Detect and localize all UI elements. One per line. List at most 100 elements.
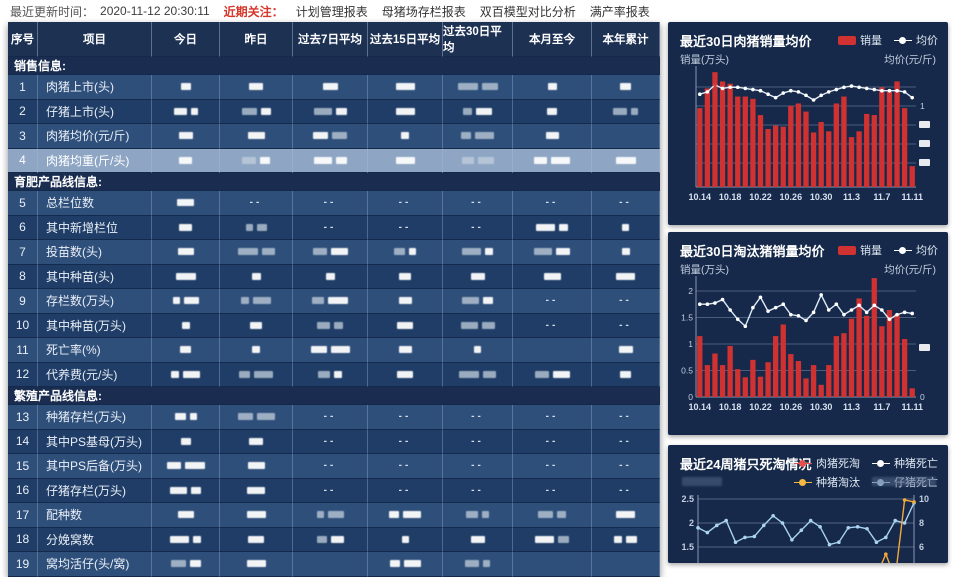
svg-text:10.14: 10.14 (689, 402, 712, 412)
redacted-value (394, 248, 405, 256)
svg-text:10: 10 (919, 494, 929, 504)
table-row-16[interactable]: 16 仔猪存栏(万头) -- -- -- -- -- (8, 478, 660, 503)
redacted-value (322, 83, 338, 91)
svg-text:10.14: 10.14 (689, 192, 712, 202)
redacted-value (317, 321, 330, 329)
y-axis-label-right: 均价(元/斤) (884, 54, 936, 66)
row-value-cell (293, 240, 368, 265)
row-value-cell: -- (513, 429, 592, 454)
redacted-value (483, 560, 490, 568)
redacted-value (256, 413, 275, 421)
redacted-value (557, 511, 566, 519)
redacted-value (248, 535, 264, 543)
table-row-17[interactable]: 17 配种数 (8, 503, 660, 528)
redacted-value (463, 107, 472, 115)
redacted-value (475, 132, 494, 140)
table-row-5[interactable]: 5 总栏位数 -- -- -- -- -- -- (8, 191, 660, 216)
line-swatch-icon (894, 246, 912, 255)
redacted-value (177, 511, 194, 519)
report-link-2[interactable]: 母猪场存栏报表 (381, 4, 466, 19)
table-row-8[interactable]: 8 其中种苗(头) (8, 264, 660, 289)
table-row-3[interactable]: 3 肉猪均价(元/斤) (8, 124, 660, 149)
svg-text:10.18: 10.18 (719, 402, 742, 412)
redacted-value (403, 560, 421, 568)
table-row-9[interactable]: 9 存栏数(万头) -- -- (8, 289, 660, 314)
row-value-cell: -- (293, 191, 368, 216)
redacted-value (547, 83, 557, 91)
redacted-value (174, 413, 186, 421)
row-value-cell (220, 215, 293, 240)
row-index: 2 (8, 99, 38, 124)
row-value-cell (293, 289, 368, 314)
row-value-cell (513, 527, 592, 552)
table-body: 销售信息: 1 肉猪上市(头) 2 仔猪上市(头) 3 肉猪均价(元/斤) 4 肉猪均重(斤/头… (8, 57, 660, 577)
row-value-cell (293, 313, 368, 338)
table-row-6[interactable]: 6 其中新增栏位 -- -- -- (8, 215, 660, 240)
row-index: 16 (8, 478, 38, 503)
table-row-15[interactable]: 15 其中PS后备(万头) -- -- -- -- -- (8, 454, 660, 479)
row-value-cell (592, 527, 660, 552)
row-value-cell (152, 405, 220, 430)
legend-label: 均价 (916, 245, 938, 257)
svg-text:11.3: 11.3 (843, 192, 860, 202)
redacted-value (310, 346, 327, 354)
row-value-cell (220, 478, 293, 503)
table-row-10[interactable]: 10 其中种苗(万头) -- -- (8, 313, 660, 338)
legend-item[interactable]: 均价 (894, 32, 938, 48)
column-header: 过去7日平均 (293, 22, 368, 57)
legend-item[interactable]: 均价 (894, 242, 938, 258)
table-row-13[interactable]: 13 种猪存栏(万头) -- -- -- -- -- (8, 405, 660, 430)
redacted-value (252, 346, 260, 354)
row-item-label: 死亡率(%) (38, 338, 152, 363)
redacted-value (543, 272, 561, 280)
redacted-value (485, 248, 493, 256)
table-row-19[interactable]: 19 窝均活仔(头/窝) (8, 552, 660, 577)
row-value-cell: -- (443, 191, 513, 216)
row-value-cell (592, 215, 660, 240)
legend-item[interactable]: 种猪死亡 (872, 455, 938, 471)
table-row-1[interactable]: 1 肉猪上市(头) (8, 75, 660, 100)
report-link-3[interactable]: 双百模型对比分析 (479, 4, 576, 19)
row-value-cell (592, 503, 660, 528)
table-row-2[interactable]: 2 仔猪上市(头) (8, 99, 660, 124)
redacted-value (189, 413, 197, 421)
table-row-12[interactable]: 12 代养费(元/头) (8, 362, 660, 387)
table-row-11[interactable]: 11 死亡率(%) (8, 338, 660, 363)
redacted-value (247, 132, 265, 140)
redacted-value (534, 370, 549, 378)
redacted-value (170, 560, 186, 568)
row-value-cell (443, 99, 513, 124)
table-row-14[interactable]: 14 其中PS基母(万头) -- -- -- -- -- (8, 429, 660, 454)
row-value-cell: -- (443, 429, 513, 454)
redacted-value (401, 535, 409, 543)
redacted-value (316, 511, 324, 519)
redacted-value (249, 437, 263, 445)
row-index: 17 (8, 503, 38, 528)
row-value-cell (293, 527, 368, 552)
redacted-value (170, 535, 189, 543)
redacted-value (250, 321, 262, 329)
redacted-value (534, 248, 552, 256)
report-links: 计划管理报表 母猪场存栏报表 双百模型对比分析 满产率报表 (296, 3, 650, 20)
row-value-cell (152, 478, 220, 503)
legend-item[interactable]: 肉猪死淘 (794, 455, 860, 471)
row-value-cell (513, 338, 592, 363)
table-row-18[interactable]: 18 分娩窝数 (8, 527, 660, 552)
chart-title: 最近30日肉猪销量均价 (680, 34, 812, 49)
legend-label: 销量 (860, 35, 882, 47)
row-value-cell (443, 148, 513, 173)
report-link-4[interactable]: 满产率报表 (589, 4, 650, 19)
table-row-7[interactable]: 7 投苗数(头) (8, 240, 660, 265)
report-link-1[interactable]: 计划管理报表 (295, 4, 368, 19)
legend-item[interactable]: 销量 (838, 32, 882, 48)
legend-item[interactable]: 销量 (838, 242, 882, 258)
table-row-4[interactable]: 4 肉猪均重(斤/头) (8, 148, 660, 173)
row-item-label: 其中种苗(万头) (38, 313, 152, 338)
row-value-cell (220, 313, 293, 338)
legend-item[interactable]: 种猪淘汰 (794, 474, 860, 490)
row-index: 15 (8, 454, 38, 479)
redacted-value (330, 346, 350, 354)
row-value-cell (220, 552, 293, 577)
row-value-cell (443, 527, 513, 552)
recent-focus-label: 近期关注： (223, 4, 284, 19)
